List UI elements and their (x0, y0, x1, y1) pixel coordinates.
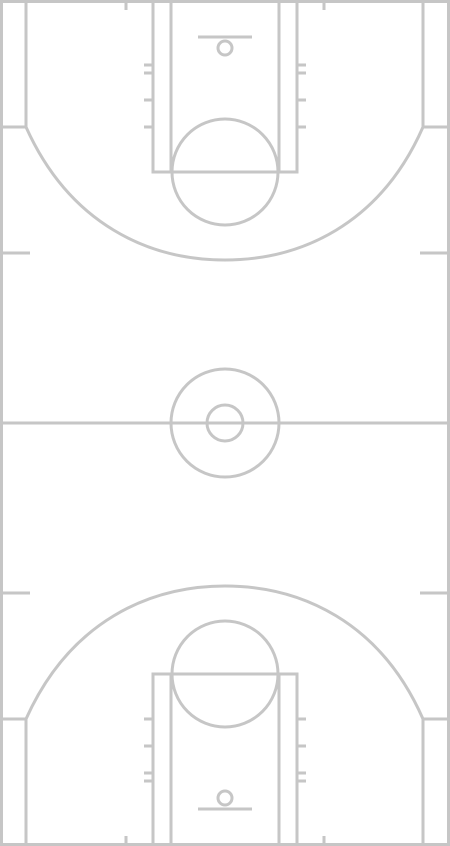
bottom-lane-outer (151, 672, 299, 846)
top-rim (216, 39, 234, 57)
top-three-point-arc (24, 126, 425, 262)
top-lane-outer (151, 0, 299, 174)
top-free-throw-circle (170, 117, 280, 227)
bottom-three-point-arc (24, 584, 425, 720)
bottom-half (0, 584, 450, 846)
top-half (0, 0, 450, 262)
bottom-free-throw-circle (170, 619, 280, 729)
center-circle-inner (205, 403, 245, 443)
bottom-rim (216, 789, 234, 807)
center-circle-outer (169, 367, 281, 479)
